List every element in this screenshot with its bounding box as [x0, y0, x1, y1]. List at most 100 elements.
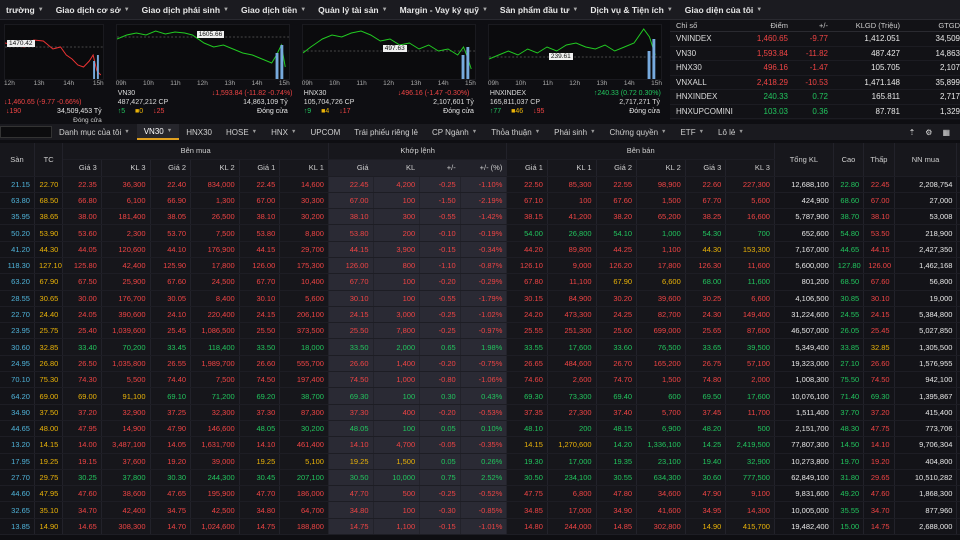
nav-item[interactable]: Giao dịch cơ sở ▼ — [50, 0, 136, 20]
col-subheader: KL 3 — [101, 159, 151, 177]
tab-upcom[interactable]: UPCOM — [303, 124, 347, 140]
tab-danh-m-c-c-a-t-i[interactable]: Danh mục của tôi ▼ — [52, 124, 137, 140]
chart-value-volume: 2,717,271 Tỷ — [619, 99, 661, 106]
board-row[interactable]: 13.20 14.15 14.00 3,487,100 14.05 1,631,700 14… — [0, 436, 960, 454]
index-row[interactable]: VN30 1,593.84 -11.82 487.427 14,863 — [670, 47, 960, 61]
board-cell: -0.30 — [419, 501, 461, 519]
board-row[interactable]: 30.60 32.85 33.40 70,200 33.45 118,400 33.50 18… — [0, 338, 960, 356]
nav-item[interactable]: Giao dịch tiền ▼ — [235, 0, 312, 20]
board-cell: 2,000 — [373, 338, 421, 356]
tab-vn30[interactable]: VN30 ▼ — [136, 124, 180, 140]
board-cell: 69.00 — [62, 387, 102, 405]
board-row[interactable]: 24.95 26.80 26.50 1,035,800 26.55 1,989,700 26… — [0, 355, 960, 373]
board-cell: 67.60 — [150, 273, 192, 291]
tab-label: HNX — [271, 127, 288, 137]
board-cell: 69.10 — [150, 387, 192, 405]
board-row[interactable]: 41.20 44.30 44.05 120,600 44.10 176,900 44.15 2… — [0, 241, 960, 258]
board-cell: -0.20 — [419, 273, 461, 291]
tab-hnx30[interactable]: HNX30 — [179, 124, 219, 140]
index-row[interactable]: HNX30 496.16 -1.47 105.705 2,107 — [670, 61, 960, 76]
board-cell: 33.60 — [596, 338, 638, 356]
board-cell: 26,500 — [190, 208, 240, 226]
board-row[interactable]: 27.70 29.75 30.25 37,800 30.30 244,300 30.45 20… — [0, 469, 960, 487]
index-row[interactable]: VNINDEX 1,460.65 -9.77 1,412.051 34,509 — [670, 32, 960, 47]
board-cell: 67.70 — [239, 273, 281, 291]
board-row[interactable]: 64.20 69.00 69.00 91,100 69.10 71,200 69.20 38,… — [0, 387, 960, 405]
col-subheader: KL — [373, 159, 421, 177]
board-row[interactable]: 32.65 35.10 34.70 42,400 34.75 42,500 34.80 64,… — [0, 501, 960, 519]
chart-hnx30[interactable]: 497.63 09h 10h 11h 12h 13h 14h 15h HNX30 ↓496.… — [297, 20, 480, 120]
board-row[interactable]: 44.60 47.95 47.60 38,600 47.65 195,900 47.70 18… — [0, 485, 960, 503]
board-row[interactable]: 22.70 24.40 24.05 390,600 24.10 220,400 24.15 2… — [0, 306, 960, 324]
nav-item[interactable]: trường ▼ — [0, 0, 50, 20]
index-cell: 103.03 — [763, 106, 788, 116]
board-row[interactable]: 70.10 75.30 74.30 5,500 74.40 7,500 74.50 197,4… — [0, 371, 960, 389]
chart-stats: ↑5 ■0 ↓25 Đóng cửa — [118, 108, 288, 115]
board-row[interactable]: 44.65 48.00 47.95 14,900 47.90 146,600 48.05 30… — [0, 420, 960, 438]
tab-th-a-thu-n[interactable]: Thỏa thuận ▼ — [484, 124, 547, 140]
board-cell: 67.60 — [863, 273, 895, 291]
board-cell: 5,349,400 — [774, 338, 834, 356]
board-cell: 37.35 — [506, 404, 548, 421]
chart-hours: 09h 10h 11h 12h 13h 14h 15h — [302, 80, 476, 87]
nav-item[interactable]: Margin - Vay ký quỹ ▼ — [394, 0, 494, 20]
settings-icon[interactable]: ⚙ — [925, 127, 933, 137]
upload-icon[interactable]: ⇡ — [908, 127, 916, 137]
chevron-down-icon: ▼ — [534, 129, 541, 135]
tab-cp-ng-nh[interactable]: CP Ngành ▼ — [425, 124, 484, 140]
tab-l-l-[interactable]: Lô lẻ ▼ — [711, 124, 751, 140]
board-cell: 24.15 — [863, 306, 895, 324]
nav-item[interactable]: Giao dịch phái sinh ▼ — [136, 0, 235, 20]
board-cell: 54.00 — [506, 224, 548, 242]
nav-item[interactable]: Giao diện của tôi ▼ — [679, 0, 768, 20]
symbol-search-input[interactable] — [0, 126, 52, 138]
board-cell: 44.15 — [239, 241, 281, 258]
board-cell: 22.45 — [863, 176, 895, 193]
tab-hose[interactable]: HOSE ▼ — [219, 124, 264, 140]
tab-ch-ng-quy-n[interactable]: Chứng quyền ▼ — [603, 124, 674, 140]
board-row[interactable]: 118.30 127.10 125.80 42,400 125.90 17,800 126.… — [0, 257, 960, 275]
nav-item[interactable]: Sản phẩm đầu tư ▼ — [494, 0, 584, 20]
chart-vn30[interactable]: 1605.66 09h 10h 11h 12h 13h 14h 15h VN30 ↓1,59… — [111, 20, 294, 120]
board-row[interactable]: 35.95 38.65 38.00 181,400 38.05 26,500 38.10 30… — [0, 208, 960, 226]
board-row[interactable]: 28.55 30.65 30.00 176,700 30.05 8,400 30.10 5,6… — [0, 290, 960, 307]
chart-value-volume: 14,863,109 Tỷ — [243, 99, 288, 106]
nav-item[interactable]: Quản lý tài sản ▼ — [312, 0, 393, 20]
board-cell: 5,500 — [101, 371, 151, 389]
board-row[interactable]: 34.90 37.50 37.20 32,900 37.25 32,300 37.30 87,… — [0, 404, 960, 421]
board-row[interactable]: 63.80 68.50 66.80 6,100 66.90 1,300 67.00 30,30… — [0, 192, 960, 210]
board-cell: 22.35 — [62, 176, 102, 193]
board-cell: 34,600 — [636, 485, 686, 503]
chart-hnxindex[interactable]: 239.61 09h 10h 11h 12h 13h 14h 15h HNXINDEX ↑2… — [483, 20, 667, 120]
board-cell: 47.90 — [150, 420, 192, 438]
index-row[interactable]: HNXUPCOMINI 103.03 0.36 87.781 1,329 — [670, 105, 960, 119]
chart-hours: 09h 10h 11h 12h 13h 14h 15h — [116, 80, 290, 87]
nav-item[interactable]: Dịch vụ & Tiện ích ▼ — [584, 0, 678, 20]
board-row[interactable]: 50.20 53.90 53.60 2,300 53.70 7,500 53.80 8,800… — [0, 224, 960, 242]
board-cell: 34.90 — [596, 501, 638, 519]
grid-icon[interactable]: ▦ — [942, 127, 950, 137]
board-cell: 11,600 — [725, 257, 775, 275]
tab-etf[interactable]: ETF ▼ — [673, 124, 711, 140]
tab-ph-i-sinh[interactable]: Phái sinh ▼ — [547, 124, 602, 140]
board-row[interactable]: 13.85 14.90 14.65 308,300 14.70 1,024,600 14.7… — [0, 518, 960, 536]
board-cell: 153,300 — [725, 241, 775, 258]
tab-hnx[interactable]: HNX ▼ — [264, 124, 303, 140]
board-row[interactable]: 21.15 22.70 22.35 36,300 22.40 834,000 22.45 14… — [0, 176, 960, 193]
board-row[interactable]: 23.95 25.75 25.40 1,039,600 25.45 1,086,500 25… — [0, 322, 960, 340]
board-cell: 44.65 — [0, 420, 35, 438]
chart-down-count: 95 — [536, 108, 545, 115]
board-cell: -1.42% — [460, 208, 508, 226]
board-cell: 14.90 — [685, 518, 727, 536]
board-row[interactable]: 17.95 19.25 19.15 37,600 19.20 39,000 19.25 5,1… — [0, 453, 960, 470]
chart-vnindex[interactable]: 1470.42 12h 13h 14h 15h ↓1,460.65 (-9.77… — [0, 20, 108, 124]
board-cell: 22.45 — [239, 176, 281, 193]
board-cell: 0.10% — [460, 420, 508, 438]
index-row[interactable]: HNXINDEX 240.33 0.72 165.811 2,717 — [670, 90, 960, 105]
board-cell: 18,000 — [279, 338, 329, 356]
chart-flat-count: 4 — [325, 108, 330, 115]
board-row[interactable]: 63.20 67.90 67.50 25,900 67.60 24,500 67.70 10,… — [0, 273, 960, 291]
index-row[interactable]: VNXALL 2,418.29 -10.53 1,471.148 35,899 — [670, 76, 960, 90]
board-cell: 6 — [956, 306, 960, 324]
tab-tr-i-phi-u-ri-ng-l-[interactable]: Trái phiếu riêng lẻ — [347, 124, 425, 140]
